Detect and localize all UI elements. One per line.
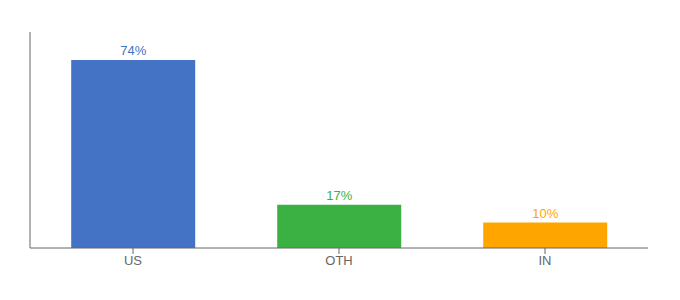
svg-text:IN: IN	[539, 253, 552, 268]
svg-text:10%: 10%	[532, 206, 558, 221]
svg-text:OTH: OTH	[325, 253, 352, 268]
svg-text:74%: 74%	[120, 43, 146, 58]
svg-text:17%: 17%	[326, 188, 352, 203]
svg-text:US: US	[124, 253, 142, 268]
